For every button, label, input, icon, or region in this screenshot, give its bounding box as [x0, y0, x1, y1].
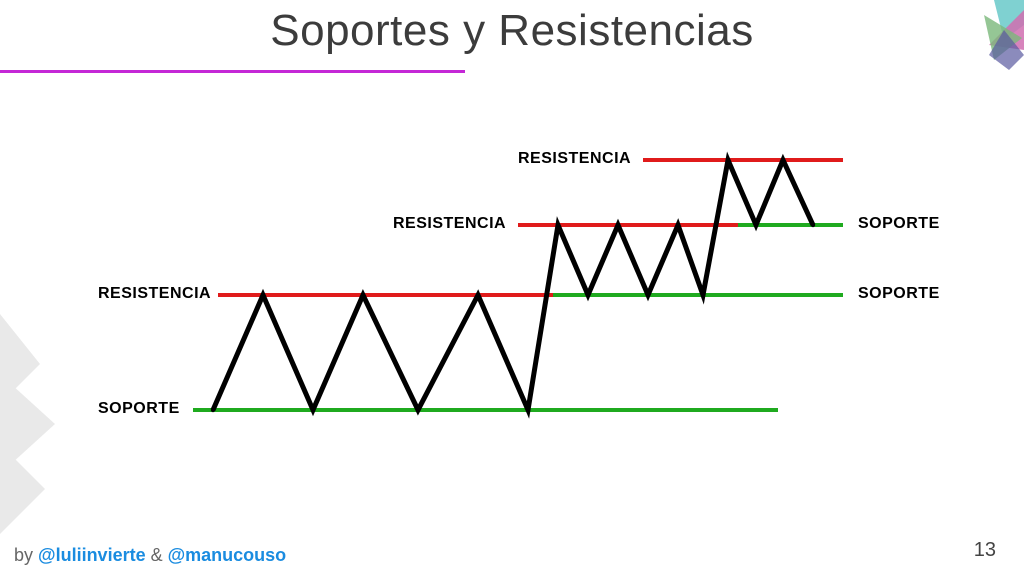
page-title: Soportes y Resistencias: [0, 6, 1024, 56]
title-underline: [0, 70, 465, 73]
decor-bottom-left-icon: [0, 314, 110, 534]
support-resistance-diagram: SOPORTERESISTENCIASOPORTERESISTENCIASOPO…: [98, 110, 928, 455]
slide: Soportes y Resistencias SOPORTERESISTENC…: [0, 0, 1024, 574]
footer-prefix: by: [14, 545, 38, 565]
footer-credits: by @luliinvierte & @manucouso: [14, 545, 286, 566]
page-number: 13: [974, 539, 996, 562]
footer-sep: &: [146, 545, 168, 565]
price-zigzag: [98, 110, 928, 455]
footer-handle-1: @luliinvierte: [38, 545, 146, 565]
footer-handle-2: @manucouso: [168, 545, 287, 565]
